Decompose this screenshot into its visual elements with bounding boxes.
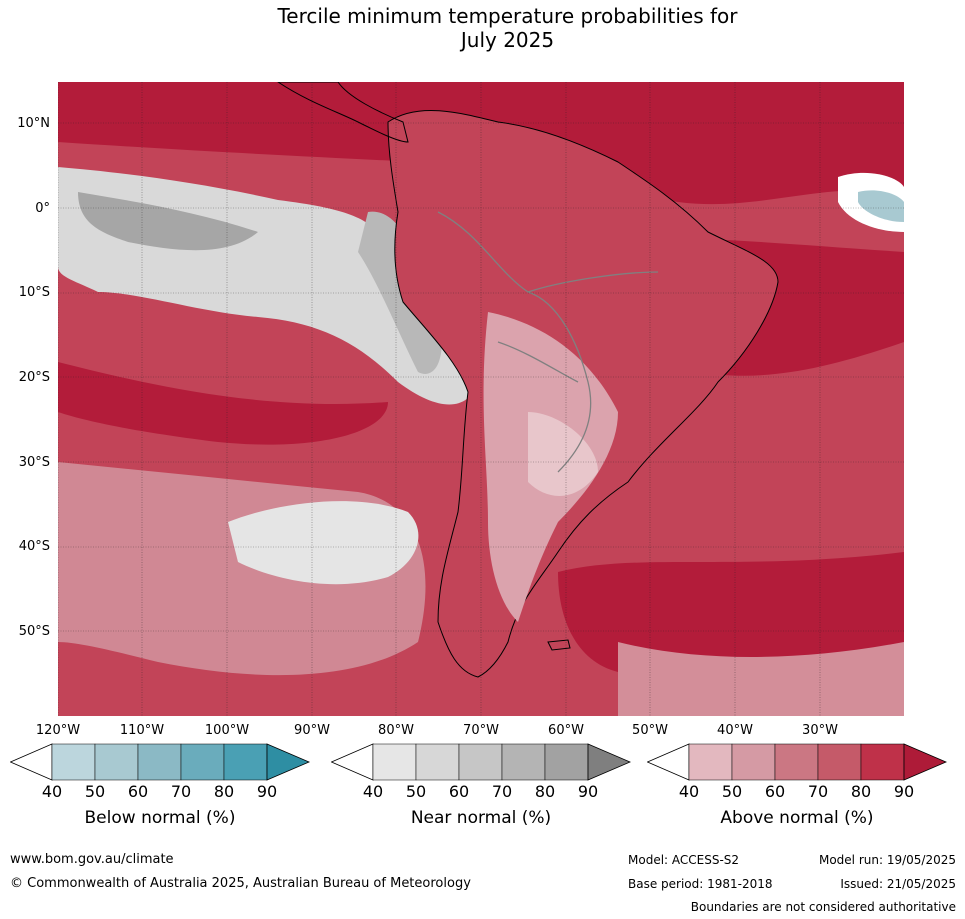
near-colorbar-segment: [458, 743, 503, 781]
below-colorbar-tick-label: 50: [84, 782, 106, 801]
lon-label-40w: 40°W: [717, 723, 753, 738]
below-colorbar-segment: [180, 743, 225, 781]
lon-label-70w: 70°W: [463, 723, 499, 738]
above-colorbar-segment: [817, 743, 862, 781]
lat-label-0: 0°: [35, 201, 50, 216]
model-run-date: Model run: 19/05/2025: [818, 853, 956, 867]
above-colorbar-tick-label: 80: [850, 782, 872, 801]
near-normal-south-pacific: [228, 501, 419, 585]
below-colorbar-tick-label: 90: [256, 782, 278, 801]
near-colorbar-segment: [372, 743, 417, 781]
lon-label-120w: 120°W: [35, 723, 81, 738]
issued-date: Issued: 21/05/2025: [840, 877, 956, 891]
below-normal-title: Below normal (%): [84, 808, 236, 828]
above-colorbar-tick-label: 50: [721, 782, 743, 801]
lat-label-20s: 20°S: [18, 370, 50, 385]
below-colorbar-tick-label: 70: [170, 782, 192, 801]
map-canvas: [58, 82, 904, 716]
lon-label-90w: 90°W: [294, 723, 330, 738]
lat-label-50s: 50°S: [18, 624, 50, 639]
above-colorbar-tick-label: 90: [893, 782, 915, 801]
above-colorbar-segment: [860, 743, 905, 781]
above-normal-colorbar: [647, 743, 947, 781]
below-colorbar-segment: [137, 743, 182, 781]
above-colorbar-segment: [774, 743, 819, 781]
above-normal-lightest-inland: [528, 412, 598, 496]
country-borders: [437, 211, 659, 473]
lat-label-40s: 40°S: [18, 539, 50, 554]
chart-title-line2: July 2025: [460, 28, 555, 52]
below-colorbar-segment: [223, 743, 268, 781]
lat-label-10s: 10°S: [18, 285, 50, 300]
above-colorbar-max-triangle: [903, 743, 947, 781]
near-colorbar-tick-label: 70: [491, 782, 513, 801]
above-colorbar-tick-label: 40: [678, 782, 700, 801]
lat-label-30s: 30°S: [18, 455, 50, 470]
above-colorbar-segment: [688, 743, 733, 781]
above-normal-light-south-atlantic: [618, 642, 904, 716]
lon-label-30w: 30°W: [802, 723, 838, 738]
near-colorbar-max-triangle: [587, 743, 631, 781]
below-colorbar-tick-label: 40: [41, 782, 63, 801]
above-colorbar-tick-label: 70: [807, 782, 829, 801]
below-colorbar-max-triangle: [266, 743, 310, 781]
near-colorbar-tick-label: 40: [362, 782, 384, 801]
probability-map[interactable]: [58, 82, 904, 716]
above-normal-title: Above normal (%): [720, 808, 874, 828]
website-link[interactable]: www.bom.gov.au/climate: [10, 852, 174, 867]
lon-label-80w: 80°W: [378, 723, 414, 738]
lon-label-50w: 50°W: [632, 723, 668, 738]
near-normal-dark-pacific: [78, 192, 258, 251]
model-name: Model: ACCESS-S2: [628, 853, 740, 867]
above-colorbar-tick-label: 60: [764, 782, 786, 801]
lon-label-110w: 110°W: [119, 723, 165, 738]
above-normal-strong-south-atlantic: [558, 552, 904, 672]
central-america-outline: [277, 82, 409, 143]
near-colorbar-tick-label: 50: [405, 782, 427, 801]
near-colorbar-min-triangle: [331, 743, 374, 781]
boundary-disclaimer: Boundaries are not considered authoritat…: [690, 900, 956, 914]
below-normal-colorbar: [10, 743, 310, 781]
base-period: Base period: 1981-2018: [628, 877, 773, 891]
copyright-text: © Commonwealth of Australia 2025, Austra…: [10, 876, 471, 891]
near-colorbar-segment: [501, 743, 546, 781]
near-colorbar-tick-label: 80: [534, 782, 556, 801]
above-colorbar-min-triangle: [647, 743, 690, 781]
lat-label-10n: 10°N: [17, 116, 50, 131]
below-colorbar-segment: [51, 743, 96, 781]
map-graticule: [58, 82, 904, 716]
below-colorbar-tick-label: 80: [213, 782, 235, 801]
near-normal-colorbar: [331, 743, 631, 781]
near-colorbar-tick-label: 90: [577, 782, 599, 801]
lon-label-60w: 60°W: [548, 723, 584, 738]
near-colorbar-tick-label: 60: [448, 782, 470, 801]
near-colorbar-segment: [544, 743, 589, 781]
chart-title-line1: Tercile minimum temperature probabilitie…: [277, 4, 738, 28]
near-colorbar-segment: [415, 743, 460, 781]
above-colorbar-segment: [731, 743, 776, 781]
chart-title: Tercile minimum temperature probabilitie…: [0, 4, 965, 52]
falkland-islands: [547, 639, 571, 651]
above-normal-strong-pacific: [58, 362, 388, 445]
below-colorbar-segment: [94, 743, 139, 781]
near-normal-title: Near normal (%): [410, 808, 552, 828]
below-normal-patch-east: [858, 190, 904, 222]
below-colorbar-tick-label: 60: [127, 782, 149, 801]
below-colorbar-min-triangle: [10, 743, 53, 781]
lon-label-100w: 100°W: [204, 723, 250, 738]
